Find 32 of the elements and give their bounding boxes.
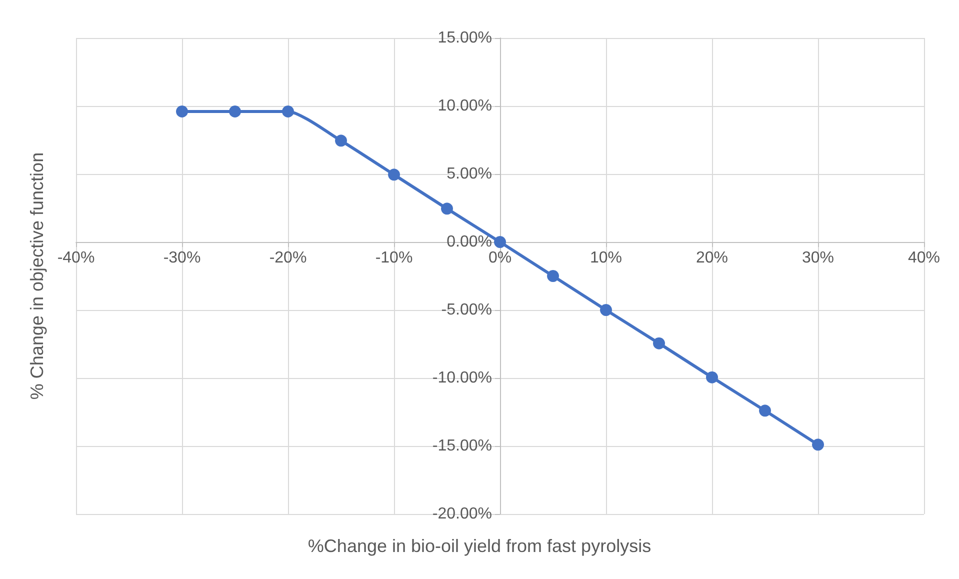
y-tick-label: -15.00% xyxy=(432,438,492,454)
point xyxy=(706,371,718,384)
point xyxy=(759,404,771,417)
x-tick-label: 10% xyxy=(590,250,622,266)
point xyxy=(494,236,506,248)
point xyxy=(547,270,559,282)
x-tick-label: 30% xyxy=(802,250,834,266)
y-tick-label: 0.00% xyxy=(446,234,492,250)
point xyxy=(229,105,241,118)
point xyxy=(600,304,612,316)
x-tick-label: -20% xyxy=(269,250,307,266)
y-tick-label: 5.00% xyxy=(446,166,492,182)
y-axis-title: % Change in objective function xyxy=(27,152,47,400)
y-tick-label: -5.00% xyxy=(441,302,492,318)
y-tick-label: 15.00% xyxy=(438,30,492,46)
point xyxy=(282,105,294,118)
x-tick-label: 0% xyxy=(488,250,512,266)
x-tick-label: -40% xyxy=(57,250,95,266)
x-tick-label: -10% xyxy=(375,250,413,266)
x-axis-title: %Change in bio-oil yield from fast pyrolysis xyxy=(308,536,652,556)
point xyxy=(653,337,665,350)
point xyxy=(441,202,453,215)
point xyxy=(388,168,400,181)
x-tick-label: 20% xyxy=(696,250,728,266)
y-tick-label: -20.00% xyxy=(432,506,492,522)
y-tick-label: 10.00% xyxy=(438,98,492,114)
point xyxy=(335,134,347,147)
point xyxy=(812,438,824,451)
x-tick-label: -30% xyxy=(163,250,201,266)
point xyxy=(176,105,188,118)
y-tick-label: -10.00% xyxy=(432,370,492,386)
x-tick-label: 40% xyxy=(908,250,940,266)
